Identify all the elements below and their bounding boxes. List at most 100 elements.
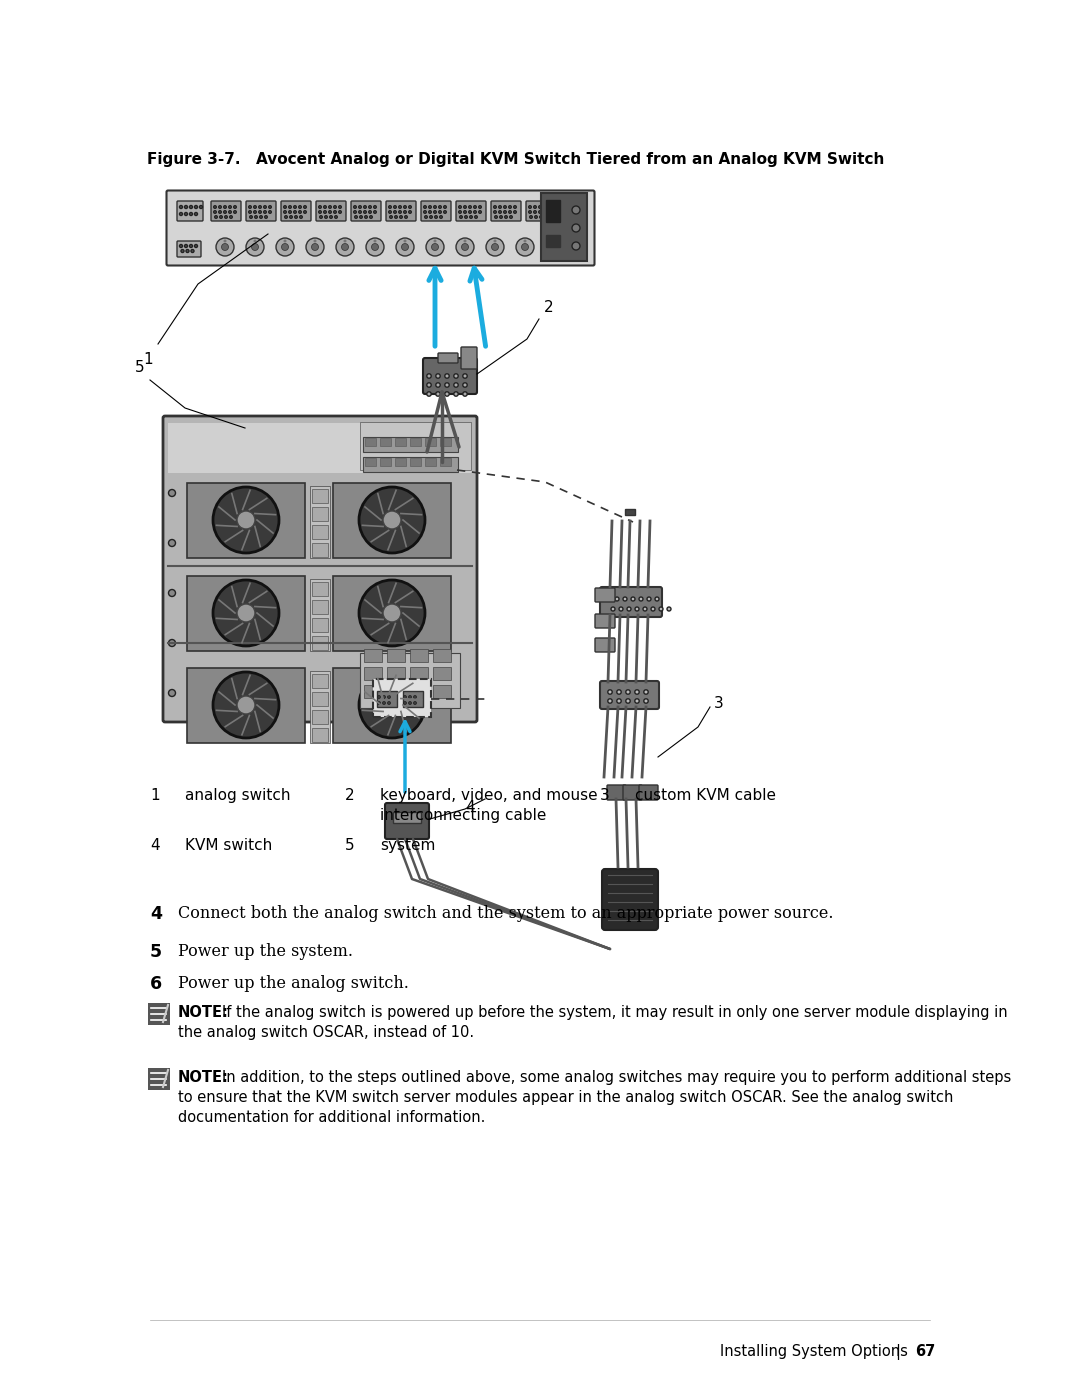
Circle shape	[608, 698, 612, 703]
Text: 5: 5	[150, 943, 162, 961]
Circle shape	[334, 205, 336, 208]
Circle shape	[486, 237, 504, 256]
Bar	[387, 685, 405, 698]
Circle shape	[524, 239, 527, 243]
Circle shape	[454, 391, 458, 397]
Bar	[433, 650, 451, 662]
Circle shape	[254, 205, 256, 208]
Circle shape	[529, 205, 531, 208]
Bar	[363, 437, 458, 453]
Circle shape	[424, 215, 428, 218]
Circle shape	[265, 215, 268, 218]
Circle shape	[389, 211, 391, 214]
Bar	[312, 525, 328, 539]
Circle shape	[534, 205, 537, 208]
Circle shape	[394, 215, 397, 218]
Bar	[410, 685, 428, 698]
Circle shape	[246, 237, 264, 256]
Circle shape	[438, 205, 442, 208]
Circle shape	[359, 580, 426, 645]
Circle shape	[389, 205, 391, 208]
Bar	[440, 439, 451, 446]
FancyBboxPatch shape	[602, 869, 658, 930]
Circle shape	[213, 580, 279, 645]
Circle shape	[572, 205, 580, 214]
Circle shape	[394, 211, 396, 214]
Circle shape	[440, 215, 443, 218]
Text: Figure 3-7.: Figure 3-7.	[147, 152, 241, 168]
Circle shape	[359, 205, 362, 208]
FancyBboxPatch shape	[461, 346, 477, 369]
Bar	[312, 583, 328, 597]
Circle shape	[434, 211, 436, 214]
FancyBboxPatch shape	[600, 587, 662, 617]
Circle shape	[276, 237, 294, 256]
Bar	[380, 458, 391, 467]
Circle shape	[494, 211, 497, 214]
Circle shape	[221, 243, 229, 250]
Bar	[168, 423, 472, 474]
Bar	[312, 599, 328, 615]
Bar	[364, 650, 382, 662]
Circle shape	[445, 374, 449, 379]
Circle shape	[185, 212, 188, 215]
Circle shape	[510, 215, 512, 218]
Circle shape	[248, 211, 252, 214]
Bar	[395, 439, 406, 446]
Bar	[312, 728, 328, 742]
Text: to ensure that the KVM switch server modules appear in the analog switch OSCAR. : to ensure that the KVM switch server mod…	[178, 1090, 954, 1105]
Circle shape	[549, 211, 551, 214]
Circle shape	[503, 211, 507, 214]
Circle shape	[463, 239, 467, 243]
Circle shape	[294, 205, 296, 208]
FancyBboxPatch shape	[211, 201, 241, 221]
Bar	[312, 636, 328, 650]
Circle shape	[181, 250, 184, 253]
Bar	[148, 1067, 170, 1090]
Circle shape	[516, 237, 534, 256]
Circle shape	[200, 205, 203, 208]
Circle shape	[366, 237, 384, 256]
Circle shape	[635, 698, 639, 703]
Bar	[187, 576, 305, 651]
Circle shape	[237, 511, 255, 529]
FancyBboxPatch shape	[639, 785, 658, 800]
Circle shape	[289, 215, 293, 218]
Circle shape	[288, 211, 292, 214]
Circle shape	[423, 205, 427, 208]
Circle shape	[364, 211, 366, 214]
Circle shape	[404, 205, 406, 208]
Bar	[373, 679, 431, 717]
FancyBboxPatch shape	[177, 242, 201, 257]
Circle shape	[414, 696, 416, 698]
Circle shape	[405, 215, 407, 218]
Circle shape	[374, 205, 376, 208]
Circle shape	[388, 701, 390, 704]
Circle shape	[219, 215, 222, 218]
Circle shape	[306, 237, 324, 256]
Text: 67: 67	[915, 1344, 935, 1359]
Bar	[433, 666, 451, 680]
Circle shape	[534, 211, 537, 214]
Circle shape	[434, 205, 436, 208]
Circle shape	[644, 698, 648, 703]
Text: In addition, to the steps outlined above, some analog switches may require you t: In addition, to the steps outlined above…	[222, 1070, 1011, 1085]
Circle shape	[463, 383, 468, 387]
Circle shape	[540, 215, 542, 218]
Text: KVM switch: KVM switch	[185, 838, 272, 854]
Circle shape	[341, 243, 349, 250]
Circle shape	[365, 215, 367, 218]
Text: If the analog switch is powered up before the system, it may result in only one : If the analog switch is powered up befor…	[222, 1004, 1008, 1020]
Circle shape	[288, 205, 292, 208]
Circle shape	[456, 237, 474, 256]
Circle shape	[549, 205, 551, 208]
Circle shape	[339, 205, 341, 208]
Circle shape	[647, 597, 651, 601]
Bar	[625, 509, 635, 515]
Circle shape	[324, 211, 326, 214]
Circle shape	[299, 211, 301, 214]
Bar	[187, 668, 305, 743]
Circle shape	[504, 215, 508, 218]
Bar	[310, 486, 330, 557]
FancyBboxPatch shape	[386, 201, 416, 221]
